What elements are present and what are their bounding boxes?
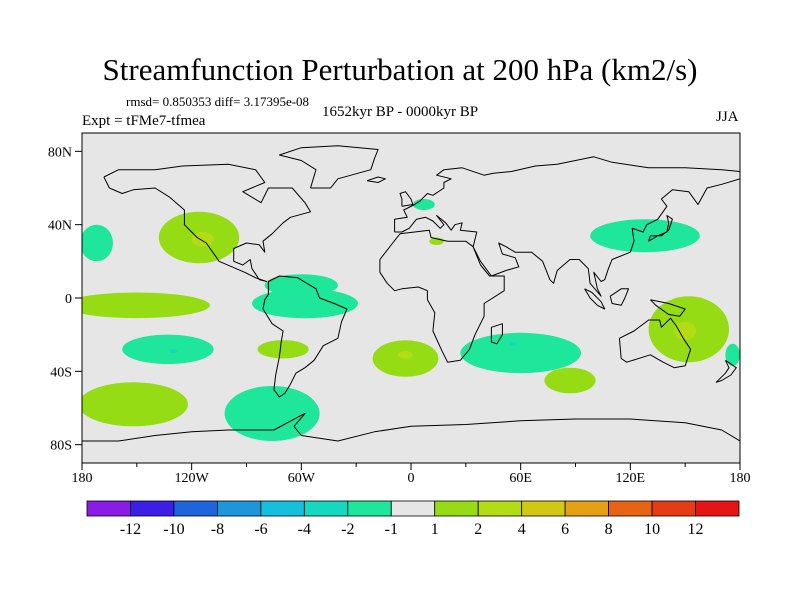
coastline-sumatra xyxy=(584,288,606,310)
contour-region-australia-high-core xyxy=(674,321,697,341)
coastline-north-america xyxy=(103,163,311,282)
season-label: JJA xyxy=(716,109,739,125)
contour-region-equatorial-pacific-high xyxy=(82,292,210,319)
coastline-new-zealand xyxy=(715,359,737,383)
coastline-new-guinea xyxy=(650,299,686,317)
contour-region-north-pacific-cyclone xyxy=(82,224,113,262)
coastline-greenland xyxy=(278,145,379,189)
y-axis: 80N 40N 0 40S 80S xyxy=(48,145,82,454)
coastline-antarctica xyxy=(82,413,740,442)
coastline-great-britain xyxy=(399,191,414,207)
contour-region-tropical-east-pacific-trough xyxy=(252,288,358,319)
x-tick-label-5: 120E xyxy=(616,471,646,486)
contour-region-south-pacific-trough-core xyxy=(169,349,178,354)
colorbar-swatch-14 xyxy=(695,500,740,517)
contour-region-south-pacific-trough xyxy=(122,334,214,364)
period-label: 1652kyr BP - 0000kyr BP xyxy=(322,104,479,120)
x-tick-label-2: 60W xyxy=(288,471,316,486)
colorbar-label-8: 2 xyxy=(474,521,482,538)
y-tick-label-3: 40S xyxy=(50,365,72,380)
colorbar-swatch-8 xyxy=(434,500,479,517)
contour-region-northwest-pacific-trough xyxy=(725,343,740,366)
colorbar-swatch-4 xyxy=(260,500,305,517)
contour-region-north-pacific-asia-trough xyxy=(590,219,700,253)
x-tick-label-4: 60E xyxy=(509,471,532,486)
x-tick-label-6: 180 xyxy=(730,471,751,486)
x-tick-label-0: 180 xyxy=(72,471,93,486)
colorbar-label-3: -6 xyxy=(254,521,267,538)
colorbar-label-13: 12 xyxy=(688,521,704,538)
contour-region-north-america-high-core xyxy=(191,232,214,247)
colorbar-swatch-13 xyxy=(651,500,696,517)
y-tick-label-2: 0 xyxy=(65,292,72,307)
colorbar-label-4: -4 xyxy=(298,521,311,538)
coastline-australia xyxy=(618,317,692,369)
colorbar-swatch-0 xyxy=(86,500,131,517)
colorbar-swatch-10 xyxy=(521,500,566,517)
y-tick-label-4: 80S xyxy=(50,439,72,454)
colorbar-label-5: -2 xyxy=(341,521,354,538)
contour-region-south-america-high xyxy=(257,340,309,359)
contour-region-south-atlantic-high-core xyxy=(398,351,413,359)
colorbar-swatch-11 xyxy=(564,500,610,517)
coastline-africa xyxy=(379,229,505,363)
colorbar: -12 -10 -8 -6 -4 -2 -1 1 2 4 6 8 10 12 xyxy=(86,500,740,538)
colorbar-label-9: 4 xyxy=(518,521,526,538)
y-tick-label-0: 80N xyxy=(48,145,72,160)
colorbar-swatch-6 xyxy=(347,500,392,517)
stats-subtitle: rmsd= 0.850353 diff= 3.17395e-08 xyxy=(126,94,310,109)
contour-region-north-atlantic-trough xyxy=(412,199,435,210)
colorbar-swatch-3 xyxy=(216,500,262,517)
colorbar-label-11: 8 xyxy=(605,521,613,538)
colorbar-label-6: -1 xyxy=(385,521,398,538)
contour-region-indian-ocean-trough xyxy=(460,332,581,374)
contour-regions xyxy=(82,199,740,441)
colorbar-swatch-2 xyxy=(173,500,218,517)
contour-region-southeast-pacific-high xyxy=(82,382,188,427)
coastline-south-america xyxy=(262,275,348,398)
colorbar-label-2: -8 xyxy=(211,521,224,538)
x-tick-label-1: 120W xyxy=(175,471,210,486)
colorbar-label-1: -10 xyxy=(163,521,184,538)
contour-region-south-atlantic-high xyxy=(372,340,439,377)
coastline-madagascar xyxy=(490,323,503,345)
contour-region-south-indian-high xyxy=(544,367,596,394)
colorbar-label-7: 1 xyxy=(431,521,439,538)
colorbar-label-10: 6 xyxy=(561,521,569,538)
coastline-borneo xyxy=(609,288,629,306)
x-axis: 180 120W 60W 0 60E 120E 180 xyxy=(72,463,751,486)
colorbar-swatch-1 xyxy=(130,500,175,517)
experiment-label: Expt = tFMe7-tfmea xyxy=(82,113,206,129)
colorbar-swatch-5 xyxy=(303,500,349,517)
coastlines xyxy=(82,145,740,442)
colorbar-swatch-7 xyxy=(390,500,436,517)
colorbar-swatch-12 xyxy=(608,500,653,517)
coastline-japan xyxy=(648,215,673,242)
x-tick-label-3: 0 xyxy=(408,471,415,486)
colorbar-label-0: -12 xyxy=(120,521,141,538)
coastline-iceland xyxy=(366,176,386,183)
y-tick-label-1: 40N xyxy=(48,219,72,234)
colorbar-swatch-9 xyxy=(477,500,523,517)
coastline-eurasia xyxy=(394,156,740,297)
colorbar-label-12: 10 xyxy=(644,521,660,538)
contour-region-madagascar-trough-core xyxy=(509,342,518,346)
chart-title: Streamfunction Perturbation at 200 hPa (… xyxy=(102,52,698,87)
contour-region-southern-ocean-trough xyxy=(224,386,320,441)
